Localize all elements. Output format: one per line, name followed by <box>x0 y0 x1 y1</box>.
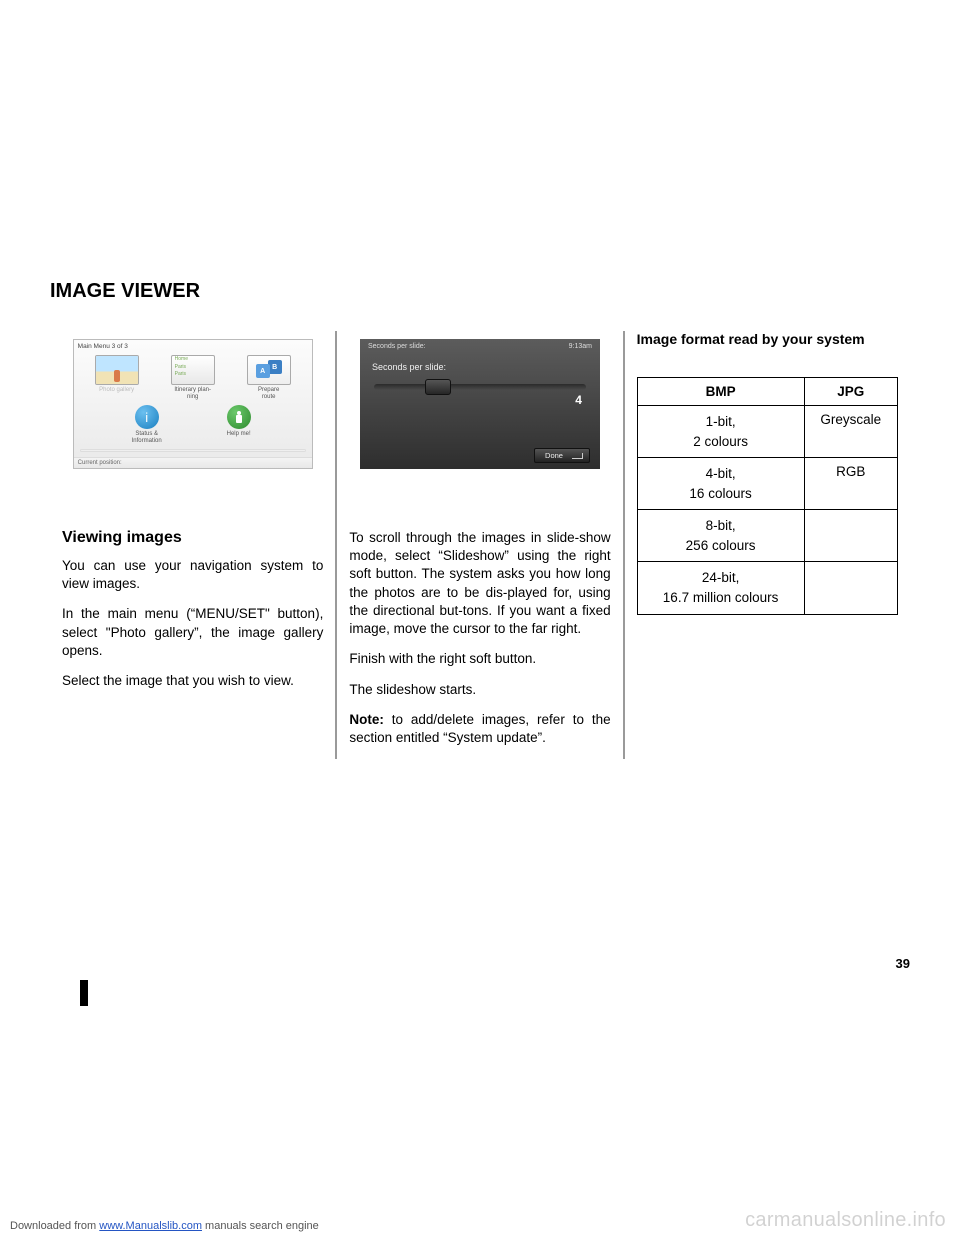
slider-thumb <box>425 379 451 395</box>
side-tab-marker <box>80 980 88 1006</box>
help-icon <box>227 405 251 429</box>
route-line: Home <box>172 356 214 364</box>
info-icon: i <box>135 405 159 429</box>
viewing-images-heading: Viewing images <box>62 529 323 547</box>
note-prefix: Note: <box>349 712 384 727</box>
table-row: 4-bit,16 colours RGB <box>637 458 897 510</box>
table-row: 1-bit,2 colours Greyscale <box>637 406 897 458</box>
tile-photo-label: Photo gallery <box>87 387 147 401</box>
cell-text: 256 colours <box>642 536 800 556</box>
cell-text: RGB <box>804 458 897 510</box>
footer-suffix: manuals search engine <box>202 1220 319 1232</box>
cell-text <box>804 562 897 614</box>
col2-p4: Note: to add/delete images, refer to the… <box>349 711 610 747</box>
table-row: 8-bit,256 colours <box>637 510 897 562</box>
format-heading: Image format read by your system <box>637 331 898 347</box>
tile-itinerary: Home Paris Paris Itinerary plan- ning <box>163 355 223 401</box>
col1-p1: You can use your navigation system to vi… <box>62 557 323 593</box>
page-title: IMAGE VIEWER <box>50 280 910 303</box>
tile-help-label: Help me! <box>213 431 265 445</box>
cell-text: 2 colours <box>642 432 800 452</box>
content-columns: Main Menu 3 of 3 Photo gallery Home Pari… <box>50 331 910 759</box>
menu-scrollbar <box>80 449 306 452</box>
column-1: Main Menu 3 of 3 Photo gallery Home Pari… <box>50 331 335 759</box>
route-line: Paris <box>172 364 214 372</box>
col2-p3: The slideshow starts. <box>349 681 610 699</box>
th-jpg: JPG <box>804 378 897 406</box>
cell-text: 16 colours <box>642 484 800 504</box>
tile-status-label: Status & Information <box>121 431 173 445</box>
column-2: Seconds per slide: 9:13am Seconds per sl… <box>335 331 622 759</box>
table-row: 24-bit,16.7 million colours <box>637 562 897 614</box>
slider-track <box>374 384 586 390</box>
tile-photo-gallery: Photo gallery <box>87 355 147 401</box>
tile-itinerary-label: Itinerary plan- ning <box>163 387 223 401</box>
ss-top-left: Seconds per slide: <box>368 343 426 350</box>
table-header-row: BMP JPG <box>637 378 897 406</box>
cell-text: 4-bit, <box>642 464 800 484</box>
footer-download: Downloaded from www.Manualslib.com manua… <box>10 1220 319 1232</box>
cell-text: Greyscale <box>804 406 897 458</box>
current-position-label: Current position: <box>74 457 312 468</box>
format-table: BMP JPG 1-bit,2 colours Greyscale 4-bit,… <box>637 377 898 615</box>
cell-text: 16.7 million colours <box>642 588 800 608</box>
tile-prepare-route: B A Prepare route <box>239 355 299 401</box>
page-number: 39 <box>896 956 910 971</box>
col1-p2: In the main menu (“MENU/SET" button), se… <box>62 605 323 660</box>
menu-title: Main Menu 3 of 3 <box>74 340 312 353</box>
cell-text: 24-bit, <box>642 568 800 588</box>
prep-a-icon: A <box>256 364 270 378</box>
main-menu-screenshot: Main Menu 3 of 3 Photo gallery Home Pari… <box>73 339 313 469</box>
prep-b-icon: B <box>268 360 282 374</box>
note-rest: to add/delete images, refer to the secti… <box>349 712 610 745</box>
footer-prefix: Downloaded from <box>10 1220 99 1232</box>
col2-p2: Finish with the right soft button. <box>349 650 610 668</box>
cell-text: 1-bit, <box>642 412 800 432</box>
tile-prepare-label: Prepare route <box>239 387 299 401</box>
cell-text <box>804 510 897 562</box>
column-3: Image format read by your system BMP JPG… <box>623 331 910 759</box>
col2-p1: To scroll through the images in slide-sh… <box>349 529 610 638</box>
route-line: Paris <box>172 371 214 379</box>
watermark: carmanualsonline.info <box>745 1209 946 1232</box>
slider-value: 4 <box>575 393 582 407</box>
footer-link[interactable]: www.Manualslib.com <box>99 1220 202 1232</box>
done-button: Done <box>534 448 590 463</box>
th-bmp: BMP <box>637 378 804 406</box>
tile-status: i Status & Information <box>121 405 173 445</box>
ss-top-time: 9:13am <box>569 343 592 350</box>
slideshow-screenshot: Seconds per slide: 9:13am Seconds per sl… <box>360 339 600 469</box>
cell-text: 8-bit, <box>642 516 800 536</box>
ss-label: Seconds per slide: <box>360 354 600 372</box>
tile-help: Help me! <box>213 405 265 445</box>
col1-p3: Select the image that you wish to view. <box>62 672 323 690</box>
